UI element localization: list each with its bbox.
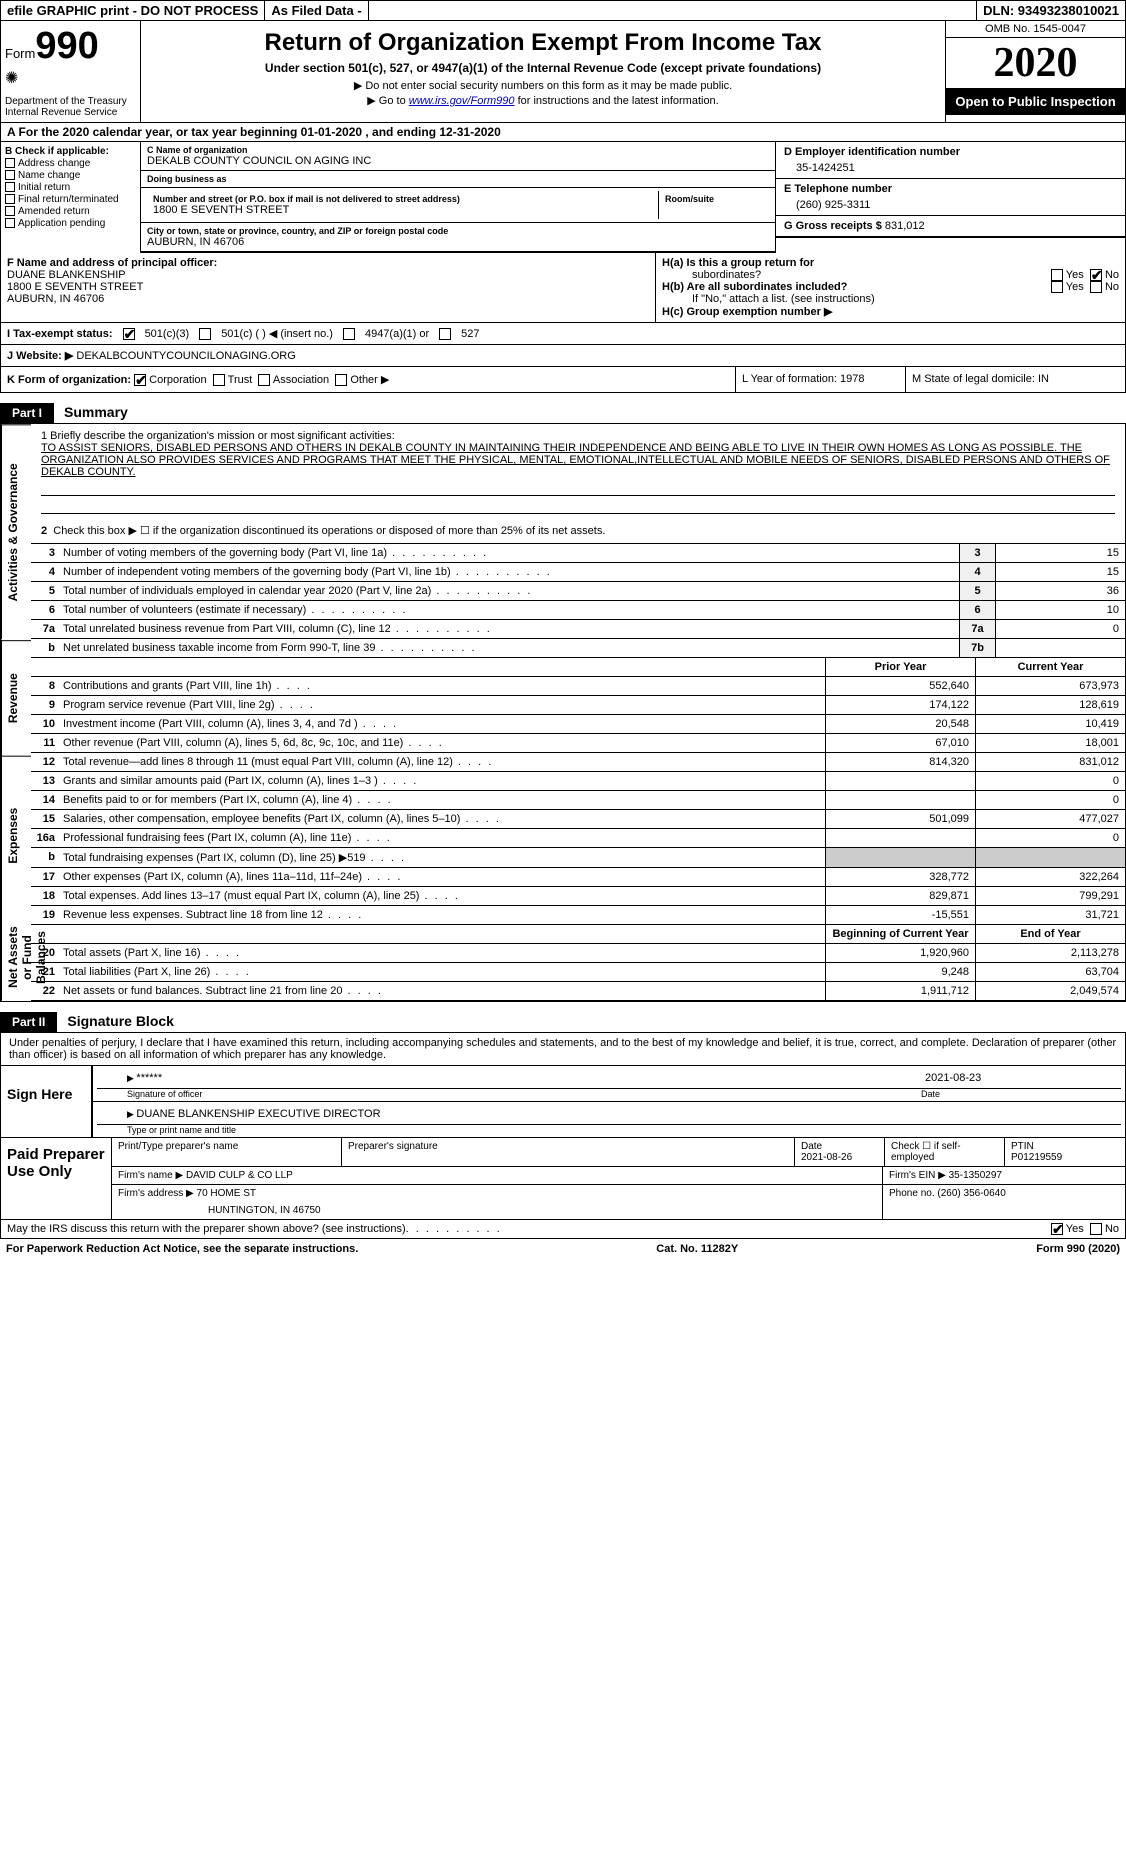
omb-number: OMB No. 1545-0047 [946, 21, 1125, 38]
4947-checkbox[interactable] [343, 328, 355, 340]
mission-text: TO ASSIST SENIORS, DISABLED PERSONS AND … [41, 442, 1115, 478]
irs-link[interactable]: www.irs.gov/Form990 [409, 95, 515, 107]
check-amended-return[interactable]: Amended return [5, 206, 136, 217]
assoc-checkbox[interactable] [258, 374, 270, 386]
as-filed: As Filed Data - [265, 1, 368, 20]
department: Department of the Treasury Internal Reve… [5, 96, 136, 118]
summary-line-19: 19Revenue less expenses. Subtract line 1… [31, 906, 1125, 925]
firm-phone: (260) 356-0640 [937, 1188, 1005, 1199]
state-domicile: M State of legal domicile: IN [905, 367, 1125, 392]
instruction-link: ▶ Go to www.irs.gov/Form990 for instruct… [151, 94, 935, 107]
summary-line-17: 17Other expenses (Part IX, column (A), l… [31, 868, 1125, 887]
perjury-declaration: Under penalties of perjury, I declare th… [0, 1032, 1126, 1066]
trust-checkbox[interactable] [213, 374, 225, 386]
summary-line-5: 5Total number of individuals employed in… [31, 582, 1125, 601]
summary-line-6: 6Total number of volunteers (estimate if… [31, 601, 1125, 620]
check-final-return-terminated[interactable]: Final return/terminated [5, 194, 136, 205]
summary-line-15: 15Salaries, other compensation, employee… [31, 810, 1125, 829]
website-row: J Website: ▶ DEKALBCOUNTYCOUNCILONAGING.… [0, 345, 1126, 367]
form-number: Form990 [5, 25, 136, 68]
part1-body: Activities & Governance Revenue Expenses… [0, 423, 1126, 1002]
summary-line-11: 11Other revenue (Part VIII, column (A), … [31, 734, 1125, 753]
org-name: DEKALB COUNTY COUNCIL ON AGING INC [147, 155, 769, 167]
website-url: DEKALBCOUNTYCOUNCILONAGING.ORG [76, 350, 295, 362]
527-checkbox[interactable] [439, 328, 451, 340]
501c-checkbox[interactable] [199, 328, 211, 340]
page-footer: For Paperwork Reduction Act Notice, see … [0, 1239, 1126, 1259]
city-state-zip: AUBURN, IN 46706 [147, 236, 769, 248]
year-formation: L Year of formation: 1978 [735, 367, 905, 392]
corp-checkbox[interactable] [134, 374, 146, 386]
summary-line-16a: 16aProfessional fundraising fees (Part I… [31, 829, 1125, 848]
summary-line-10: 10Investment income (Part VIII, column (… [31, 715, 1125, 734]
check-name-change[interactable]: Name change [5, 170, 136, 181]
part1-header: Part ISummary [0, 393, 1126, 423]
top-bar: efile GRAPHIC print - DO NOT PROCESS As … [0, 0, 1126, 21]
name-address-col: C Name of organization DEKALB COUNTY COU… [141, 142, 775, 253]
check-address-change[interactable]: Address change [5, 158, 136, 169]
sig-date: 2021-08-23 [921, 1068, 1121, 1089]
tax-exempt-row: I Tax-exempt status: 501(c)(3) 501(c) ( … [0, 323, 1126, 345]
mission-block: 1 Briefly describe the organization's mi… [31, 424, 1125, 544]
ha-no-checkbox[interactable] [1090, 269, 1102, 281]
firm-name: DAVID CULP & CO LLP [186, 1170, 293, 1181]
sign-here-block: Sign Here ****** Signature of officer 20… [0, 1066, 1126, 1138]
dln: DLN: 93493238010021 [977, 1, 1125, 20]
check-applicable-col: B Check if applicable: Address changeNam… [1, 142, 141, 253]
firm-ein: 35-1350297 [949, 1170, 1002, 1181]
summary-line-22: 22Net assets or fund balances. Subtract … [31, 982, 1125, 1001]
efile-notice: efile GRAPHIC print - DO NOT PROCESS [1, 1, 265, 20]
other-checkbox[interactable] [335, 374, 347, 386]
check-initial-return[interactable]: Initial return [5, 182, 136, 193]
ptin: P01219559 [1011, 1152, 1119, 1163]
paid-preparer-block: Paid Preparer Use Only Print/Type prepar… [0, 1138, 1126, 1220]
form-header: Form990 ✺ Department of the Treasury Int… [0, 21, 1126, 123]
summary-line-14: 14Benefits paid to or for members (Part … [31, 791, 1125, 810]
summary-line-18: 18Total expenses. Add lines 13–17 (must … [31, 887, 1125, 906]
hb-yes-checkbox[interactable] [1051, 281, 1063, 293]
irs-logo-icon: ✺ [5, 68, 136, 88]
form-subtitle: Under section 501(c), 527, or 4947(a)(1)… [151, 61, 935, 75]
form-title: Return of Organization Exempt From Incom… [151, 29, 935, 57]
gross-receipts: 831,012 [885, 220, 925, 232]
summary-line-3: 3Number of voting members of the governi… [31, 544, 1125, 563]
part2-header: Part IISignature Block [0, 1002, 1126, 1032]
officer-name-title: DUANE BLANKENSHIP EXECUTIVE DIRECTOR [136, 1108, 380, 1120]
summary-line-20: 20Total assets (Part X, line 16)1,920,96… [31, 944, 1125, 963]
summary-line-9: 9Program service revenue (Part VIII, lin… [31, 696, 1125, 715]
officer-group-row: F Name and address of principal officer:… [0, 253, 1126, 323]
telephone: (260) 925-3311 [796, 199, 1117, 211]
boy-eoy-header: Beginning of Current Year End of Year [31, 925, 1125, 944]
py-cy-header: Prior Year Current Year [31, 658, 1125, 677]
tax-year-row: A For the 2020 calendar year, or tax yea… [0, 123, 1126, 142]
check-application-pending[interactable]: Application pending [5, 218, 136, 229]
discuss-row: May the IRS discuss this return with the… [0, 1220, 1126, 1239]
discuss-no-checkbox[interactable] [1090, 1223, 1102, 1235]
summary-line-b: bTotal fundraising expenses (Part IX, co… [31, 848, 1125, 868]
prep-date: 2021-08-26 [801, 1152, 878, 1163]
firm-addr: 70 HOME ST [197, 1188, 256, 1199]
ein-phone-col: D Employer identification number 35-1424… [775, 142, 1125, 253]
ha-yes-checkbox[interactable] [1051, 269, 1063, 281]
open-to-public: Open to Public Inspection [946, 88, 1125, 115]
instruction-ssn: ▶ Do not enter social security numbers o… [151, 79, 935, 92]
summary-line-7a: 7aTotal unrelated business revenue from … [31, 620, 1125, 639]
discuss-yes-checkbox[interactable] [1051, 1223, 1063, 1235]
summary-line-b: bNet unrelated business taxable income f… [31, 639, 1125, 658]
ein: 35-1424251 [796, 162, 1117, 174]
summary-line-13: 13Grants and similar amounts paid (Part … [31, 772, 1125, 791]
summary-line-8: 8Contributions and grants (Part VIII, li… [31, 677, 1125, 696]
summary-line-4: 4Number of independent voting members of… [31, 563, 1125, 582]
street-address: 1800 E SEVENTH STREET [153, 204, 652, 216]
501c3-checkbox[interactable] [123, 328, 135, 340]
summary-line-21: 21Total liabilities (Part X, line 26)9,2… [31, 963, 1125, 982]
tax-year: 2020 [946, 38, 1125, 88]
entity-info-grid: B Check if applicable: Address changeNam… [0, 142, 1126, 253]
summary-line-12: 12Total revenue—add lines 8 through 11 (… [31, 753, 1125, 772]
officer-name: DUANE BLANKENSHIP [7, 269, 649, 281]
hb-no-checkbox[interactable] [1090, 281, 1102, 293]
form-org-row: K Form of organization: Corporation Trus… [0, 367, 1126, 393]
